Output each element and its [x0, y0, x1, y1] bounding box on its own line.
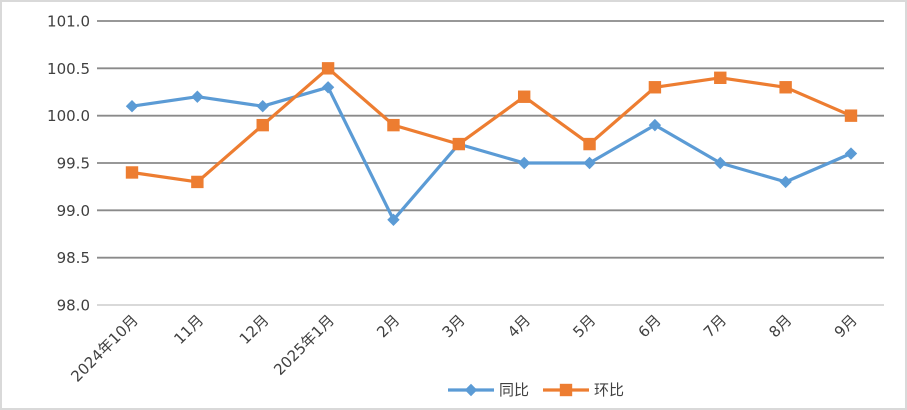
- square-marker-icon: [387, 118, 400, 132]
- y-tick-label: 98.5: [57, 249, 90, 267]
- y-tick-label: 99.5: [57, 155, 90, 173]
- square-marker-icon: [779, 81, 792, 94]
- series-line-huanbi: [130, 66, 853, 184]
- x-tick-label: 2025年1月: [270, 311, 338, 379]
- square-marker-icon: [256, 118, 269, 132]
- square-marker-icon: [844, 109, 858, 122]
- x-tick-label: 5月: [569, 311, 599, 341]
- x-tick-label: 8月: [765, 311, 795, 341]
- diamond-marker-icon: [191, 90, 204, 103]
- y-tick-label: 99.0: [57, 202, 90, 220]
- square-marker-icon: [191, 175, 204, 189]
- square-marker-icon: [714, 71, 727, 84]
- square-marker-icon: [321, 62, 335, 75]
- square-marker-icon: [648, 81, 662, 94]
- diamond-marker-icon: [714, 156, 727, 170]
- diamond-marker-icon: [256, 100, 269, 113]
- diamond-marker-icon: [779, 175, 792, 189]
- x-tick-label: 2月: [373, 311, 403, 341]
- square-marker-icon: [517, 90, 531, 103]
- series-line-tongbi: [130, 85, 853, 222]
- diamond-marker-icon: [583, 156, 596, 170]
- diamond-marker-icon: [125, 100, 139, 113]
- square-marker-icon: [583, 137, 596, 151]
- square-marker-icon: [452, 137, 466, 151]
- legend-label: 同比: [499, 380, 530, 399]
- legend-item-huanbi: 环比: [543, 380, 625, 399]
- legend-square-marker-icon: [543, 383, 590, 397]
- diamond-marker-icon: [321, 81, 335, 94]
- diamond-marker-icon: [387, 213, 400, 226]
- x-tick-label: 2024年10月: [67, 311, 141, 385]
- x-tick-label: 9月: [831, 311, 861, 341]
- diamond-marker-icon: [517, 156, 531, 170]
- y-tick-label: 98.0: [57, 297, 90, 315]
- legend-item-tongbi: 同比: [448, 380, 530, 399]
- diamond-marker-icon: [648, 118, 662, 132]
- x-tick-label: 4月: [504, 311, 534, 341]
- y-tick-label: 101.0: [47, 13, 90, 31]
- y-tick-label: 100.5: [47, 60, 90, 78]
- legend-diamond-marker-icon: [448, 383, 494, 397]
- x-tick-label: 3月: [439, 311, 469, 341]
- y-tick-label: 100.0: [47, 107, 90, 125]
- x-tick-label: 12月: [236, 311, 273, 348]
- legend-label: 环比: [594, 380, 625, 399]
- square-marker-icon: [125, 166, 139, 179]
- chart-legend: 同比 环比: [448, 379, 624, 401]
- x-tick-label: 7月: [700, 311, 730, 341]
- diamond-marker-icon: [844, 147, 858, 160]
- x-tick-label: 11月: [170, 311, 207, 348]
- x-tick-label: 6月: [635, 311, 665, 341]
